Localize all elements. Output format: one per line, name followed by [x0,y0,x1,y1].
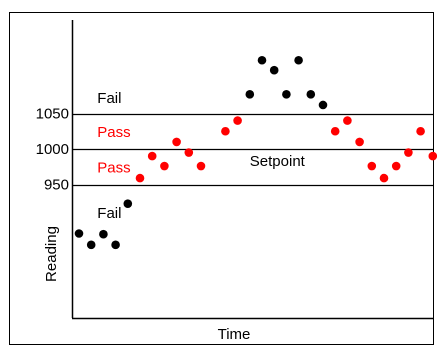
data-point [318,100,328,110]
annotation-label: Setpoint [250,153,306,170]
data-point [123,199,133,208]
data-point [391,161,401,171]
data-point [196,161,206,171]
data-point [86,240,96,250]
data-point [147,151,157,161]
y-tick-label: 1000 [36,141,69,158]
data-point [306,90,316,99]
data-point [233,116,242,125]
y-tick-labels: 1050 1000 950 [36,106,69,194]
y-tick-label: 950 [44,177,69,194]
data-point [74,229,84,238]
data-point [416,126,425,136]
data-point [99,229,108,239]
data-point [184,148,194,157]
chart-frame [9,12,434,345]
data-point [257,55,267,65]
data-point [269,65,279,75]
annotation-label: Pass [97,124,130,141]
data-point [367,161,377,171]
y-axis-label: Reading [43,226,60,282]
annotation-label: Fail [97,90,121,107]
data-point [135,173,145,183]
data-point [221,126,230,136]
data-points [74,55,437,250]
data-point [404,148,413,157]
annotation-label: Pass [97,159,130,176]
data-point [355,137,364,147]
annotation-label: Fail [97,205,121,222]
y-tick-label: 1050 [36,106,69,123]
data-point [379,173,389,183]
data-point [282,90,291,99]
data-point [343,116,352,125]
data-point [428,151,437,161]
data-point [330,126,340,136]
data-point [294,55,303,65]
data-point [172,137,181,147]
data-point [111,240,120,250]
data-point [245,90,255,99]
data-point [160,161,169,171]
reference-lines [72,113,433,187]
x-axis-label: Time [218,326,251,343]
zone-annotations: Fail Pass Pass Setpoint Fail [97,90,305,222]
